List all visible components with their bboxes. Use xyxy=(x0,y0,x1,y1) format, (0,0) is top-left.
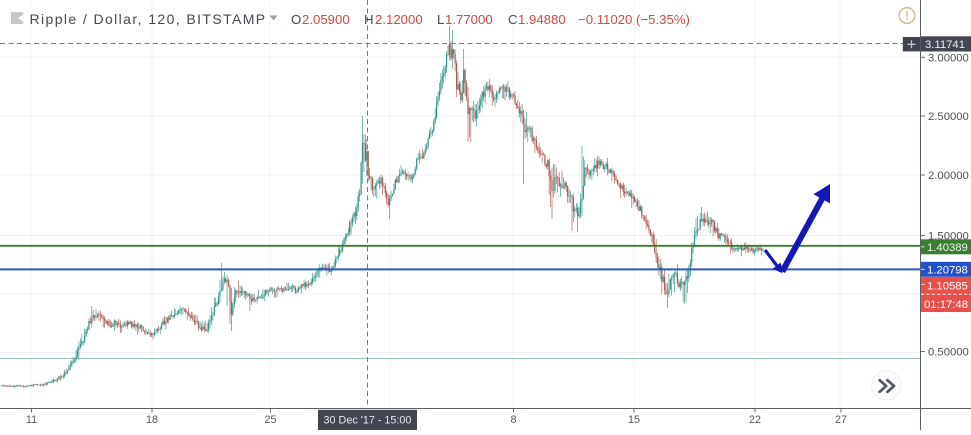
svg-text:2.05900: 2.05900 xyxy=(302,12,350,27)
svg-text:−0.11020 (−5.35%): −0.11020 (−5.35%) xyxy=(578,12,690,27)
svg-text:27: 27 xyxy=(835,414,847,426)
svg-text:1.20798: 1.20798 xyxy=(927,264,968,276)
svg-text:1.10585: 1.10585 xyxy=(927,280,968,292)
svg-text:O: O xyxy=(291,12,301,27)
svg-text:1.40389: 1.40389 xyxy=(927,242,968,254)
svg-text:18: 18 xyxy=(146,414,158,426)
svg-text:30 Dec '17 - 15:00: 30 Dec '17 - 15:00 xyxy=(324,415,412,427)
svg-text:15: 15 xyxy=(628,414,640,426)
svg-text:1.94880: 1.94880 xyxy=(518,12,566,27)
svg-text:0.50000: 0.50000 xyxy=(928,347,969,359)
svg-text:3.00000: 3.00000 xyxy=(928,52,969,64)
svg-text:Ripple / Dollar, 120, BITSTAMP: Ripple / Dollar, 120, BITSTAMP xyxy=(30,11,267,27)
svg-text:L: L xyxy=(437,12,444,27)
svg-text:C: C xyxy=(508,12,518,27)
svg-text:1.77000: 1.77000 xyxy=(445,12,493,27)
svg-text:8: 8 xyxy=(510,414,516,426)
svg-text:3.11741: 3.11741 xyxy=(925,39,965,51)
svg-text:2.00000: 2.00000 xyxy=(928,170,969,182)
svg-text:11: 11 xyxy=(26,414,37,426)
svg-text:!: ! xyxy=(905,11,909,23)
svg-text:25: 25 xyxy=(264,414,276,426)
svg-text:01:17:48: 01:17:48 xyxy=(924,299,968,311)
svg-text:22: 22 xyxy=(749,414,761,426)
svg-text:2.50000: 2.50000 xyxy=(928,111,969,123)
svg-text:H: H xyxy=(364,12,374,27)
svg-text:2.12000: 2.12000 xyxy=(375,12,423,27)
